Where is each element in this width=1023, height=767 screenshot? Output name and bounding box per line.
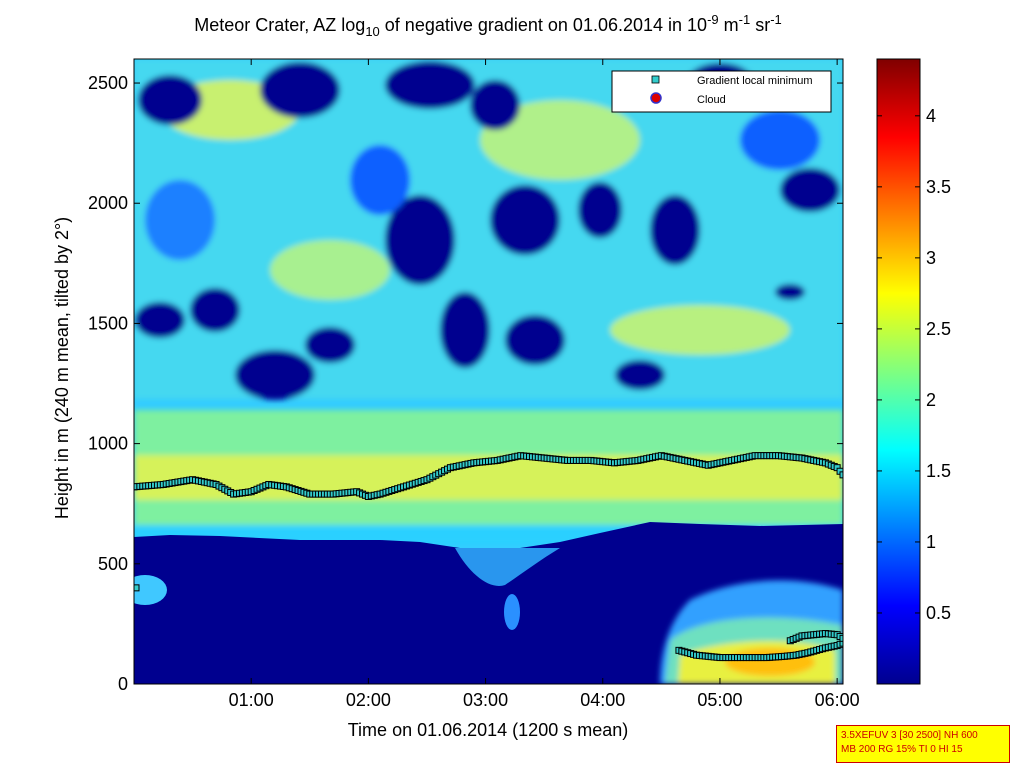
x-tick-label: 05:00 — [697, 690, 742, 710]
upper-dark-patch — [615, 360, 665, 390]
legend-label-cloud: Cloud — [697, 94, 726, 106]
upper-dark-patch — [235, 350, 315, 400]
upper-dark-patch — [305, 327, 355, 363]
info-line-2: MB 200 RG 15% TI 0 HI 15 — [841, 744, 963, 755]
colorbar-gradient — [876, 58, 921, 685]
upper-blue-patch — [350, 145, 410, 215]
upper-dark-patch — [385, 61, 475, 109]
upper-dark-patch — [190, 288, 240, 332]
colorbar-tick-label: 4 — [926, 106, 936, 126]
colorbar: 0.5 1 1.5 2 2.5 3 3.5 4 — [876, 58, 951, 685]
x-tick-label: 04:00 — [580, 690, 625, 710]
chart-title: Meteor Crater, AZ log10 of negative grad… — [194, 12, 782, 39]
upper-dark-patch — [490, 185, 560, 255]
upper-blue-patch — [145, 180, 215, 260]
gradient-minimum-marker-low — [839, 634, 843, 642]
colorbar-tick-label: 1 — [926, 532, 936, 552]
x-axis-label: Time on 01.06.2014 (1200 s mean) — [348, 720, 629, 740]
colorbar-ticks: 0.5 1 1.5 2 2.5 3 3.5 4 — [877, 106, 951, 623]
upper-dark-patch — [260, 62, 340, 118]
x-tick-label: 02:00 — [346, 690, 391, 710]
low-light-tongue — [455, 548, 560, 586]
upper-dark-patch — [385, 195, 455, 285]
legend-marker-cloud — [650, 92, 662, 104]
low-light-left — [134, 575, 167, 605]
upper-dark-patch — [578, 182, 622, 238]
upper-blue-patch — [740, 110, 820, 170]
upper-yellow-patch — [610, 305, 790, 355]
upper-dark-patch — [135, 302, 185, 338]
colorbar-tick-label: 3 — [926, 248, 936, 268]
colorbar-tick-label: 1.5 — [926, 461, 951, 481]
plot-frame — [133, 58, 844, 685]
colorbar-tick-label: 0.5 — [926, 603, 951, 623]
info-line-1: 3.5XEFUV 3 [30 2500] NH 600 — [841, 730, 978, 741]
y-tick-label: 1500 — [88, 313, 128, 333]
gradient-minimum-marker — [839, 471, 843, 479]
legend-marker-gradient-minimum — [651, 75, 660, 84]
gradient-minimum-markers — [134, 452, 843, 662]
upper-dark-patch — [650, 195, 700, 265]
legend-box — [611, 70, 832, 113]
x-tick-label: 03:00 — [463, 690, 508, 710]
y-tick-label: 0 — [118, 674, 128, 694]
gradient-minimum-marker-low — [839, 639, 843, 647]
colorbar-tick-label: 3.5 — [926, 177, 951, 197]
y-tick-label: 2500 — [88, 73, 128, 93]
plot-area — [134, 59, 843, 684]
y-axis: 0 500 1000 1500 2000 2500 — [88, 73, 843, 694]
y-tick-label: 2000 — [88, 193, 128, 213]
x-axis: 01:00 02:00 03:00 04:00 05:00 06:00 — [229, 59, 860, 710]
gradient-minimum-marker-isolated — [134, 584, 140, 592]
upper-dark-patch — [775, 284, 805, 300]
info-box: 3.5XEFUV 3 [30 2500] NH 600 MB 200 RG 15… — [836, 725, 1010, 763]
colorbar-tick-label: 2.5 — [926, 319, 951, 339]
upper-yellow-patch — [270, 240, 390, 300]
upper-yellow-patch — [480, 100, 640, 180]
x-tick-label: 01:00 — [229, 690, 274, 710]
y-tick-label: 500 — [98, 554, 128, 574]
low-light-drop — [504, 594, 520, 630]
upper-dark-patch — [780, 168, 840, 212]
y-tick-label: 1000 — [88, 434, 128, 454]
legend: Gradient local minimum Cloud — [611, 70, 832, 113]
upper-dark-patch — [138, 75, 202, 125]
heatmap-field — [134, 59, 843, 545]
upper-dark-patch — [505, 315, 565, 365]
y-axis-label: Height in m (240 m mean, tilted by 2°) — [52, 217, 72, 519]
upper-dark-patch — [440, 292, 490, 368]
colorbar-tick-label: 2 — [926, 390, 936, 410]
upper-dark-patch — [470, 80, 520, 130]
x-tick-label: 06:00 — [815, 690, 860, 710]
legend-label-gradient-minimum: Gradient local minimum — [697, 75, 813, 87]
